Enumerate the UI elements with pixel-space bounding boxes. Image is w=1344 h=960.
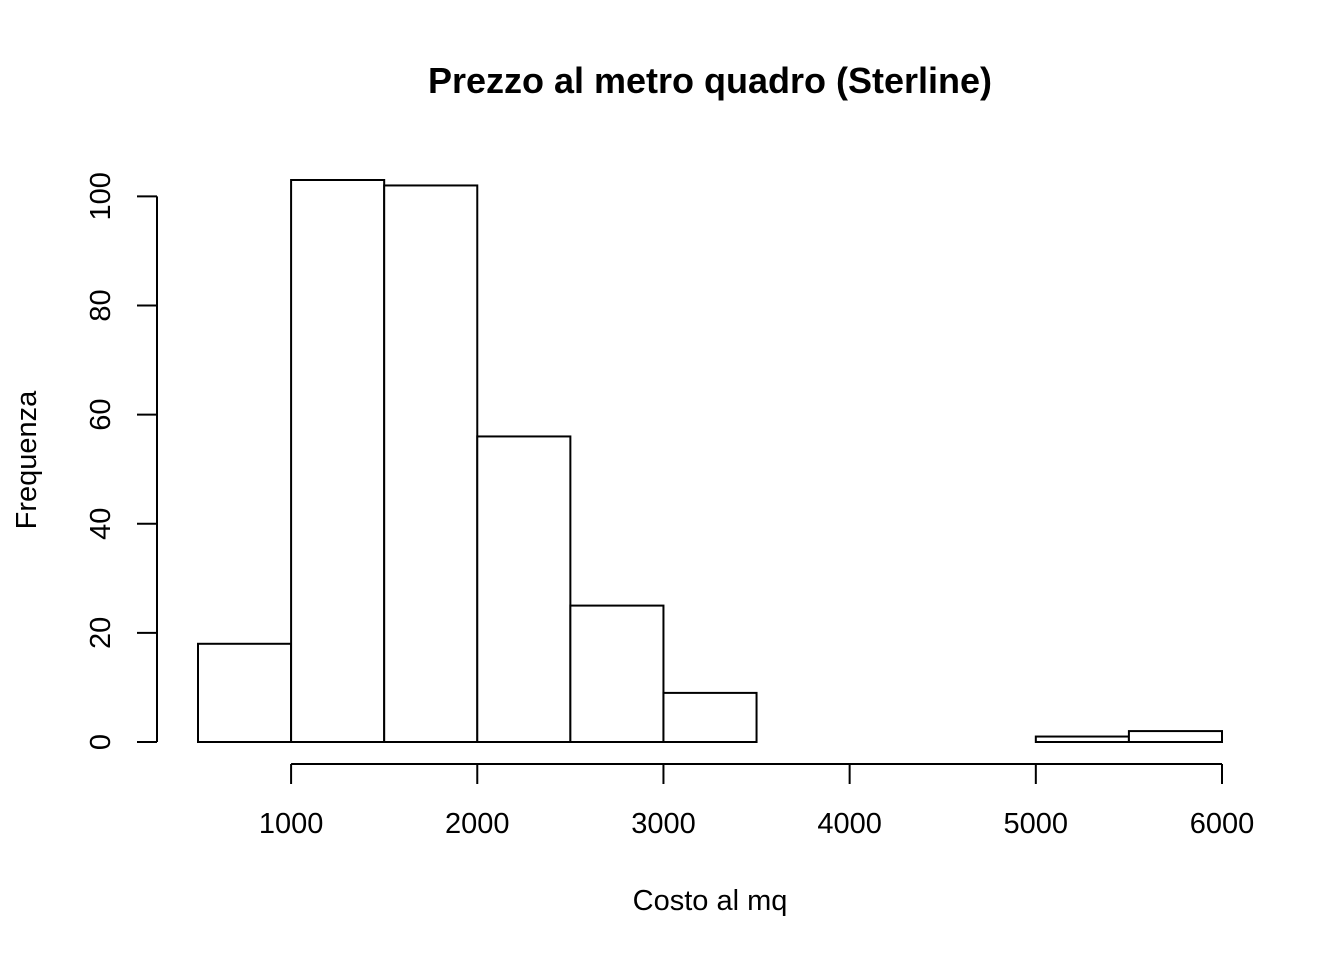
x-tick-label: 3000: [631, 808, 696, 840]
histogram-bar: [1127, 730, 1223, 744]
x-tick-label: 5000: [1004, 808, 1069, 840]
x-tick-label: 6000: [1190, 808, 1255, 840]
x-axis-label: Costo al mq: [633, 885, 788, 917]
histogram-bar: [290, 179, 386, 743]
histogram-bar: [383, 184, 479, 744]
histogram-bar: [662, 691, 758, 743]
x-axis: 1000 2000 3000 4000 5000 6000: [259, 763, 1255, 840]
y-tick-label: 40: [85, 508, 117, 540]
y-tick-label: 0: [85, 734, 117, 750]
histogram-bar: [476, 435, 572, 743]
x-tick-label: 2000: [445, 808, 510, 840]
x-tick-label: 1000: [259, 808, 324, 840]
bars-group: [197, 179, 1223, 744]
chart-title: Prezzo al metro quadro (Sterline): [428, 60, 992, 101]
x-tick-label: 4000: [817, 808, 882, 840]
y-axis-label: Frequenza: [11, 390, 43, 530]
y-tick-label: 60: [85, 398, 117, 430]
y-tick-label: 100: [85, 172, 117, 220]
histogram-bar: [197, 642, 293, 744]
histogram-bar: [1034, 735, 1130, 744]
y-tick-label: 20: [85, 617, 117, 649]
histogram-bar: [569, 604, 665, 743]
y-tick-label: 80: [85, 289, 117, 321]
y-axis: 0 20 40 60 80 100: [85, 172, 158, 750]
